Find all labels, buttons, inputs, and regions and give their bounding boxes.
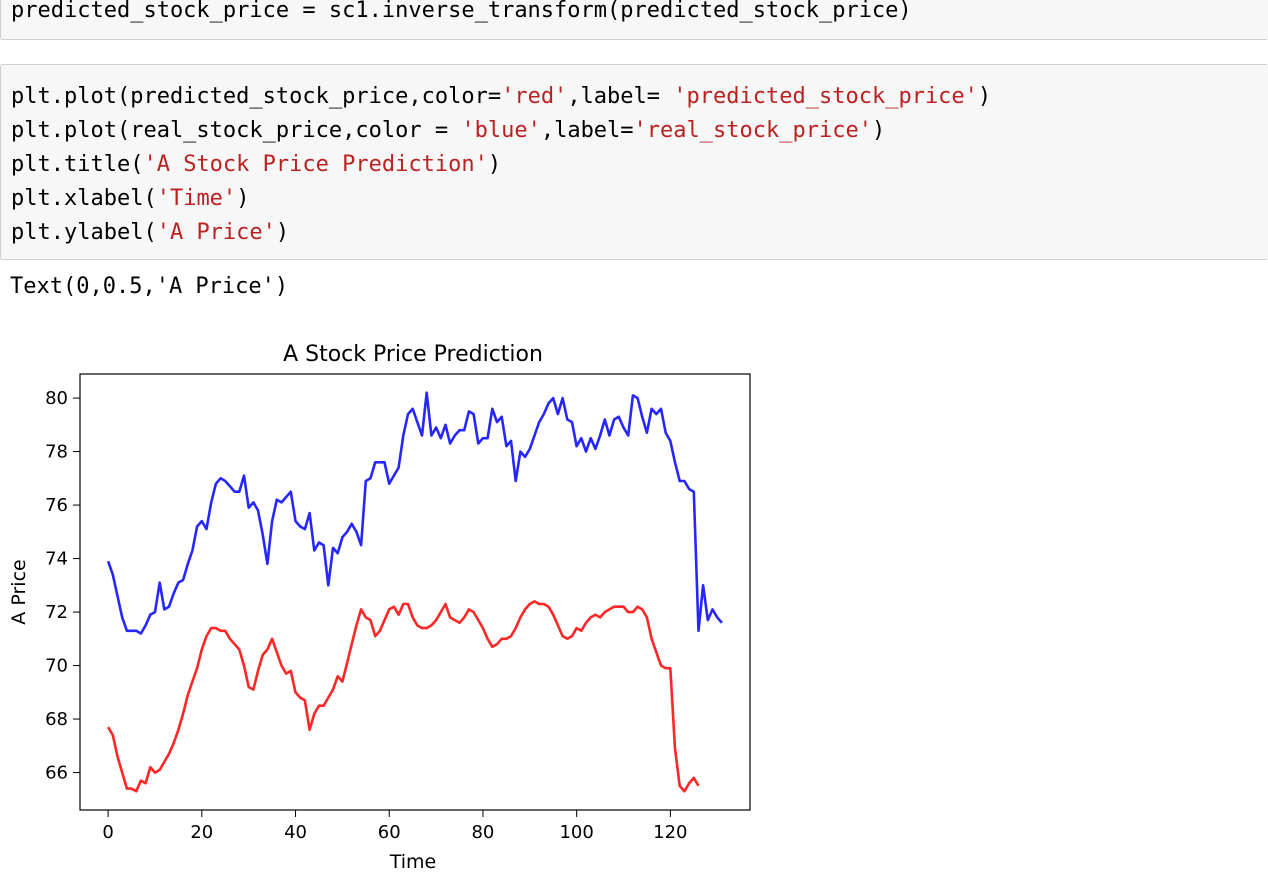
code-text: ) xyxy=(275,220,290,245)
code-text: plt.plot(predicted_stock_price,color= xyxy=(11,84,502,109)
chart-title: A Stock Price Prediction xyxy=(283,342,543,367)
code-text: ,label= xyxy=(540,118,634,143)
x-tick-label: 60 xyxy=(378,822,401,843)
code-string: 'real_stock_price' xyxy=(633,118,872,143)
x-tick-label: 120 xyxy=(653,822,687,843)
code-text: plt.title( xyxy=(11,152,144,177)
y-tick-label: 66 xyxy=(45,763,68,784)
code-text: plt.ylabel( xyxy=(11,220,157,245)
chart-xlabel: Time xyxy=(389,851,437,873)
code-text: ) xyxy=(487,152,502,177)
y-tick-label: 74 xyxy=(45,549,68,570)
code-block-plot[interactable]: plt.plot(predicted_stock_price,color='re… xyxy=(11,80,991,250)
code-line-inverse-transform[interactable]: predicted_stock_price = sc1.inverse_tran… xyxy=(11,0,912,23)
code-text: ,label= xyxy=(567,84,674,109)
code-text: ) xyxy=(871,118,886,143)
cell-output-text: Text(0,0.5,'A Price') xyxy=(10,274,289,299)
chart-axes-frame xyxy=(79,373,751,811)
code-string: 'Time' xyxy=(156,186,237,211)
code-string: 'blue' xyxy=(461,118,541,143)
y-tick-label: 80 xyxy=(45,388,68,409)
chart-ticks: 0 20 40 60 80 100 120 66 68 70 72 74 76 78 80 xyxy=(45,388,687,843)
real-price-line xyxy=(106,391,723,635)
code-line[interactable]: plt.title('A Stock Price Prediction') xyxy=(11,148,991,182)
x-tick-label: 100 xyxy=(559,822,593,843)
predicted-price-line xyxy=(106,600,700,793)
code-string: 'predicted_stock_price' xyxy=(673,84,978,109)
code-text: plt.xlabel( xyxy=(11,186,157,211)
chart-series-lines xyxy=(106,391,723,793)
code-line[interactable]: plt.ylabel('A Price') xyxy=(11,216,991,250)
code-string: 'red' xyxy=(501,84,568,109)
code-string: 'A Stock Price Prediction' xyxy=(143,152,488,177)
code-line[interactable]: plt.xlabel('Time') xyxy=(11,182,991,216)
code-cell-plot[interactable]: plt.plot(predicted_stock_price,color='re… xyxy=(0,64,1268,260)
code-string: 'A Price' xyxy=(156,220,276,245)
x-tick-label: 80 xyxy=(471,822,494,843)
chart-ylabel: A Price xyxy=(8,559,30,624)
y-tick-label: 78 xyxy=(45,442,68,463)
x-tick-label: 0 xyxy=(102,822,113,843)
code-text: ) xyxy=(236,186,250,211)
code-line[interactable]: plt.plot(real_stock_price,color = 'blue'… xyxy=(11,114,991,148)
code-line[interactable]: plt.plot(predicted_stock_price,color='re… xyxy=(11,80,991,114)
x-tick-label: 20 xyxy=(190,822,213,843)
y-tick-label: 72 xyxy=(45,602,68,623)
y-tick-label: 68 xyxy=(45,709,68,730)
y-tick-label: 76 xyxy=(45,495,68,516)
code-cell-inverse-transform[interactable]: predicted_stock_price = sc1.inverse_tran… xyxy=(0,0,1268,40)
code-text: plt.plot(real_stock_price,color = xyxy=(11,118,462,143)
stock-price-chart: 0 20 40 60 80 100 120 66 68 70 72 74 76 78 80 A Stock … xyxy=(8,342,751,873)
code-text: ) xyxy=(977,84,992,109)
x-tick-label: 40 xyxy=(284,822,307,843)
y-tick-label: 70 xyxy=(45,656,68,677)
